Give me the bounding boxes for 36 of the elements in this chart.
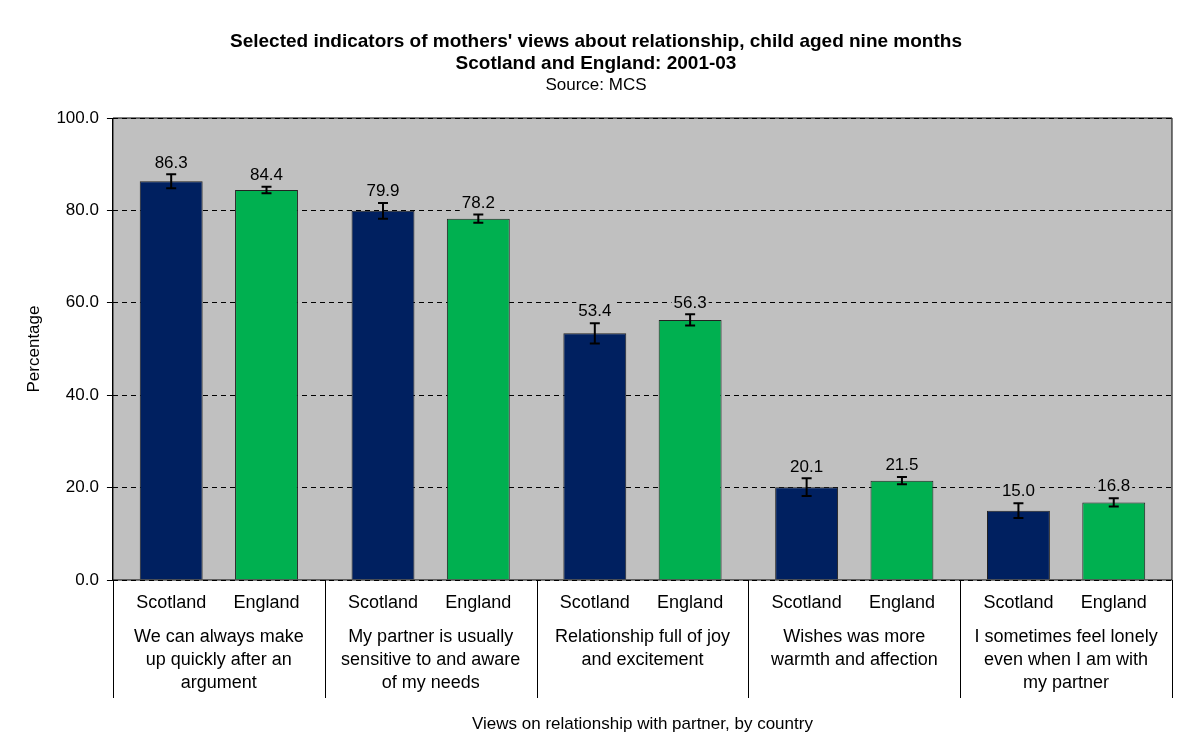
x-axis-title: Views on relationship with partner, by country bbox=[472, 714, 814, 734]
data-label: 16.8 bbox=[1097, 476, 1131, 496]
y-tick-label: 20.0 bbox=[65, 477, 99, 497]
chart-subtitle: Scotland and England: 2001-03 bbox=[455, 52, 737, 74]
x-tick-label: Relationship full of joy and excitement bbox=[554, 625, 731, 669]
y-tick-label: 0.0 bbox=[75, 569, 99, 589]
text: England bbox=[868, 591, 935, 612]
data-label: 86.3 bbox=[154, 152, 188, 172]
text: England bbox=[445, 591, 512, 612]
text: Scotland bbox=[983, 591, 1054, 612]
series-label: England bbox=[657, 591, 724, 612]
data-label: 78.2 bbox=[461, 192, 495, 212]
text: Scotland bbox=[559, 591, 630, 612]
data-label: 20.1 bbox=[790, 456, 824, 476]
chart-title: Selected indicators of mothers' views about relationship, child aged nine months bbox=[230, 29, 962, 51]
text: England bbox=[1080, 591, 1147, 612]
x-tick-label: I sometimes feel lonely even when I am with my partner bbox=[974, 625, 1158, 692]
text: Scotland bbox=[136, 591, 207, 612]
data-label: 84.4 bbox=[249, 165, 284, 185]
source-note: Source: MCS bbox=[545, 75, 647, 95]
data-label: 56.3 bbox=[673, 292, 707, 312]
data-label: 21.5 bbox=[885, 455, 919, 475]
y-tick-label: 100.0 bbox=[56, 107, 99, 127]
y-tick-label: 80.0 bbox=[65, 200, 99, 220]
x-tick-label: We can always make up quickly after an argument bbox=[133, 625, 304, 692]
y-tick-label: 40.0 bbox=[65, 384, 99, 404]
text: England bbox=[233, 591, 300, 612]
text: Scotland bbox=[771, 591, 842, 612]
series-label: Scotland bbox=[347, 591, 419, 612]
x-tick-label: My partner is usually sensitive to and aware of my needs bbox=[341, 625, 521, 692]
x-tick-label: Wishes was more warmth and affection bbox=[769, 625, 938, 669]
data-label: 53.4 bbox=[578, 301, 612, 321]
y-axis-title: Percentage bbox=[23, 305, 43, 393]
y-tick-label: 60.0 bbox=[65, 292, 99, 312]
data-label: 15.0 bbox=[1001, 481, 1035, 501]
data-label: 79.9 bbox=[366, 181, 400, 201]
